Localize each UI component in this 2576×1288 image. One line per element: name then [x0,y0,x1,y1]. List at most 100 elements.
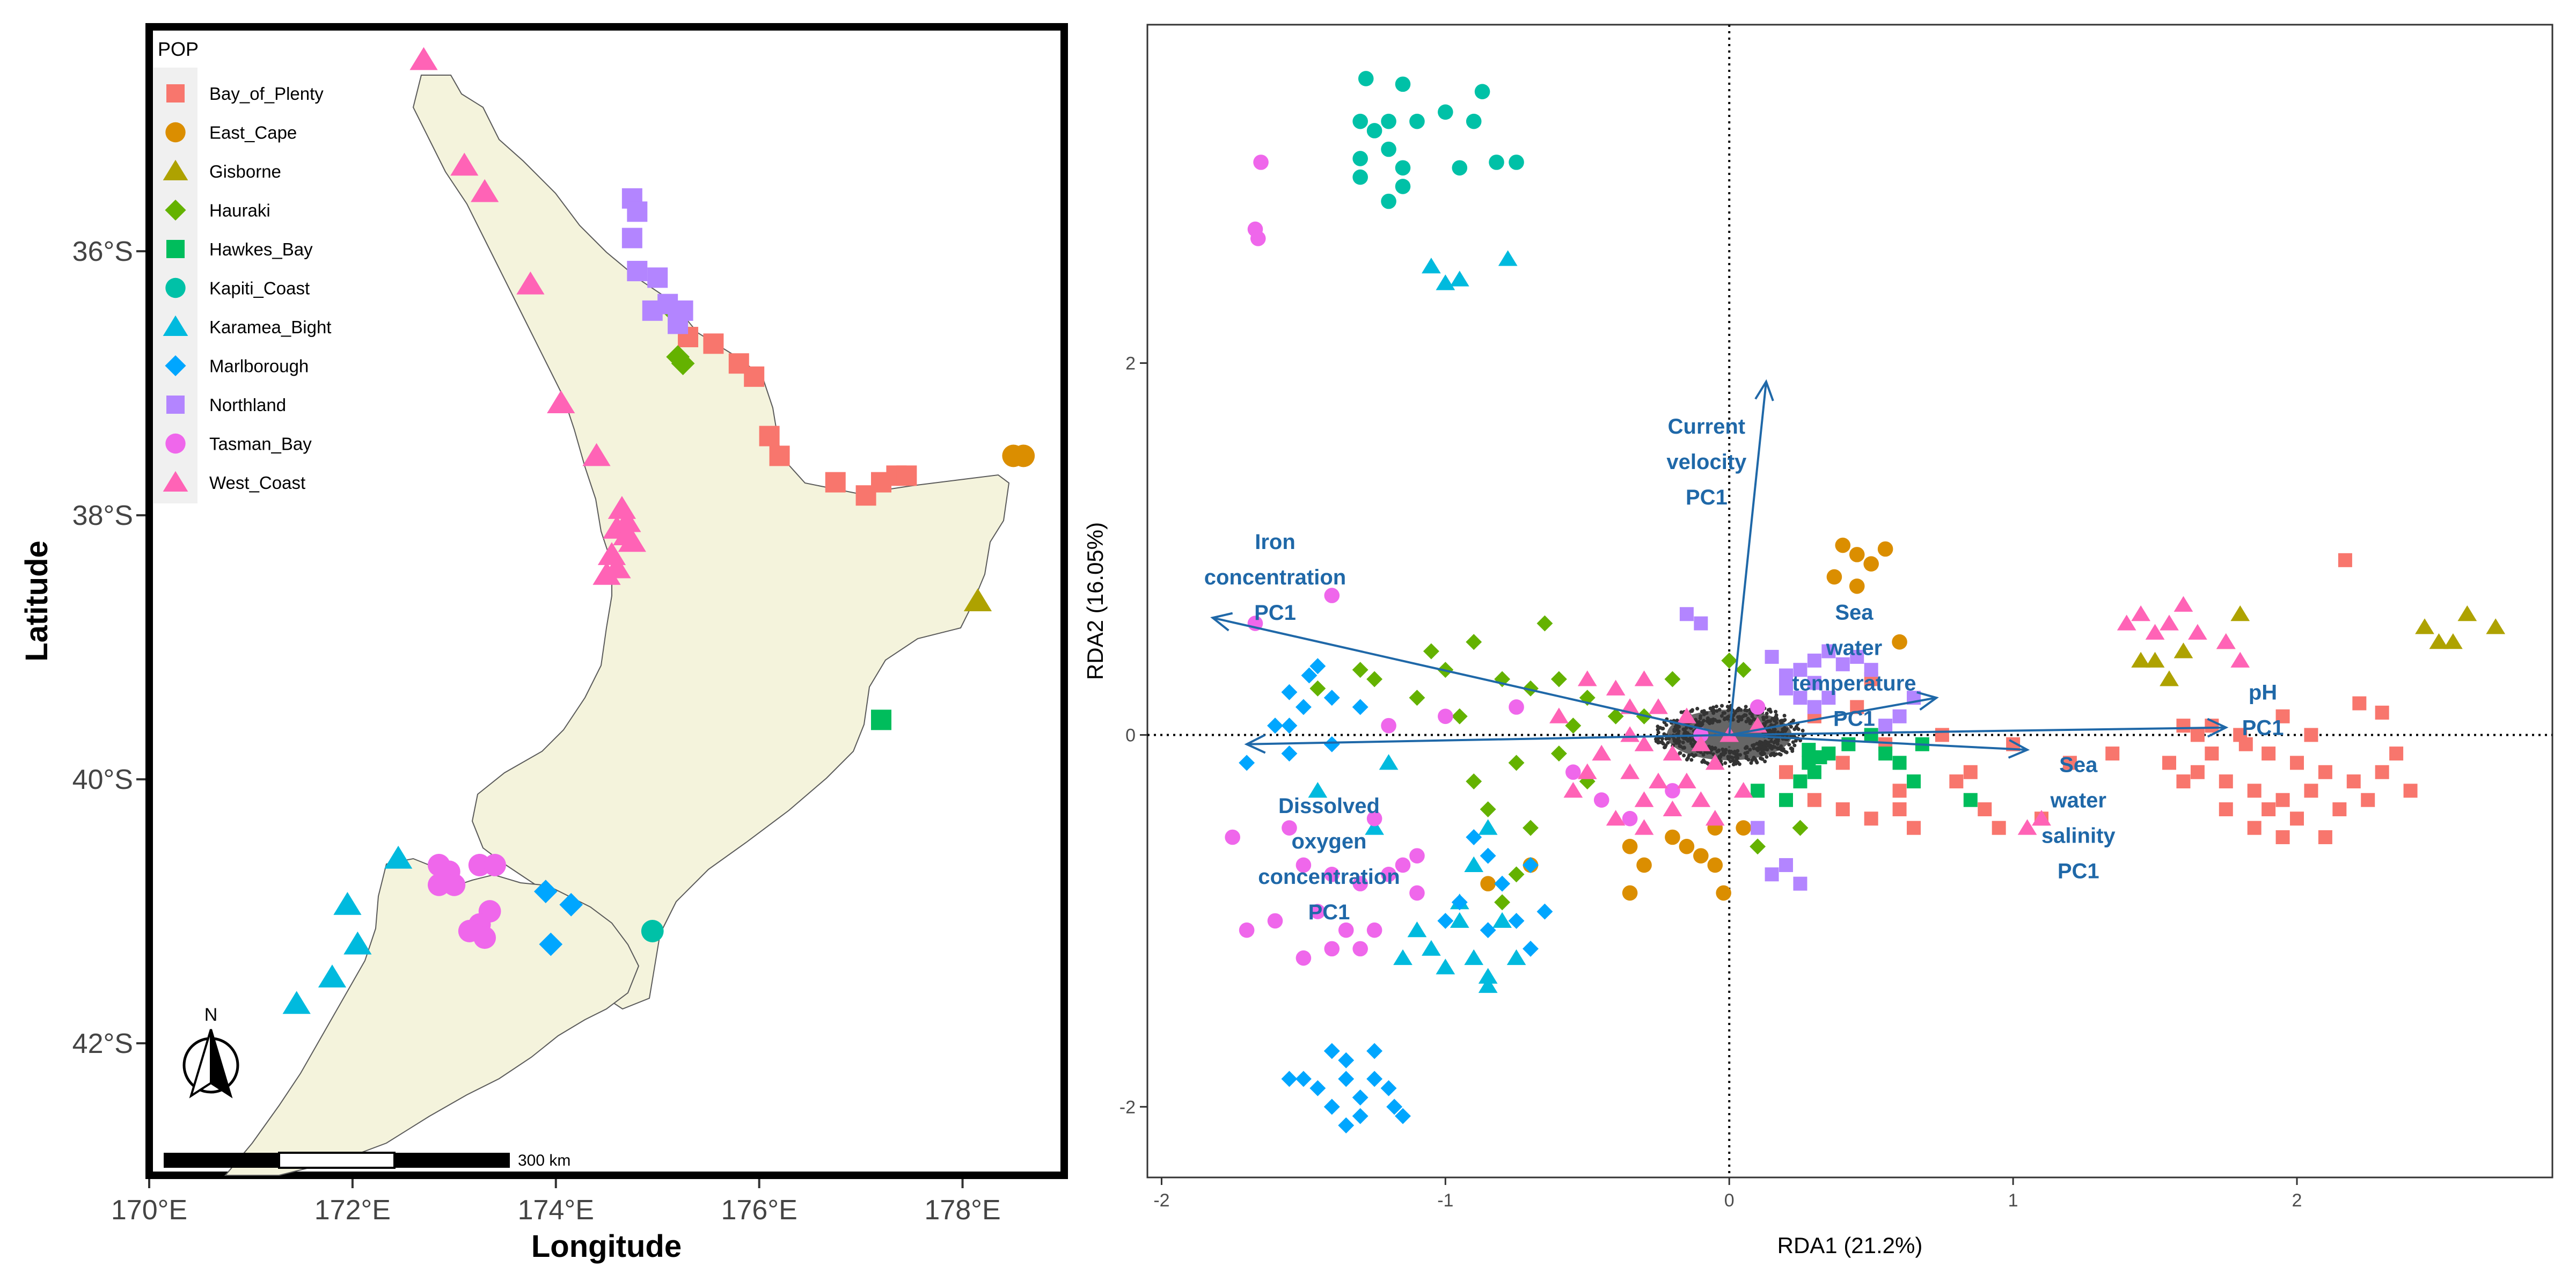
rda-point-west-coast [1606,679,1626,696]
rda-locus-dot [1773,739,1777,743]
rda-locus-dot [1729,759,1733,764]
rda-locus-dot [1769,723,1773,727]
rda-point-kapiti-coast [1381,113,1396,129]
rda-point-northland [1835,657,1850,671]
rda-locus-dot [1675,718,1679,722]
rda-point-hauraki [1508,755,1525,771]
rda-point-marlborough [1239,755,1255,771]
rda-x-tick-label: -1 [1437,1190,1453,1211]
rda-point-marlborough [1437,912,1454,929]
map-point-west-coast [450,152,479,176]
rda-x-tick-label: 2 [2292,1190,2302,1211]
rda-point-bay-of-plenty [2062,756,2077,770]
rda-point-northland [1751,821,1765,835]
rda-locus-dot [1713,747,1717,751]
rda-x-axis-title: RDA1 (21.2%) [1777,1233,1923,1258]
scale-bar-segment-2 [278,1152,396,1169]
map-y-tick-label: 42°S [72,1028,133,1059]
rda-point-hawkes-bay [1878,747,1893,761]
rda-locus-dot [1689,709,1693,713]
rda-point-karamea-bight [1478,968,1498,984]
map-point-bay-of-plenty [896,465,917,486]
rda-locus-dot [1781,747,1785,751]
rda-point-kapiti-coast [1474,84,1490,100]
rda-locus-dot [1682,736,1686,741]
map-points [282,47,1035,1014]
rda-locus-dot [1789,724,1794,729]
rda-point-bay-of-plenty [2318,765,2332,779]
rda-locus-dot [1738,753,1743,757]
rda-locus-dot [1722,717,1726,721]
rda-point-hawkes-bay [1779,793,1793,807]
map-point-tasman-bay [458,920,481,942]
rda-point-marlborough [1480,847,1496,864]
rda-locus-dot [1782,726,1787,730]
rda-point-karamea-bight [1422,258,1441,274]
rda-point-kapiti-coast [1438,104,1453,120]
scale-bar: 300 km [164,1152,570,1169]
rda-point-northland [1878,719,1893,733]
rda-point-bay-of-plenty [2275,709,2290,723]
rda-locus-dot [1711,705,1715,709]
rda-locus-dot [1723,711,1727,715]
legend-title: POP [158,38,199,60]
rda-point-hauraki [1523,819,1539,836]
rda-point-tasman-bay [1239,922,1255,938]
rda-locus-dot [1723,761,1728,765]
rda-locus-dot [1766,741,1770,745]
map-point-karamea-bight [343,931,372,955]
rda-locus-dot [1721,750,1725,754]
rda-point-marlborough [1295,1071,1312,1087]
rda-point-marlborough [1309,1080,1326,1096]
rda-point-bay-of-plenty [2247,784,2262,798]
rda-point-gisborne [2415,618,2434,634]
rda-locus-dot [1681,746,1685,750]
rda-point-gisborne [2429,633,2449,649]
rda-point-marlborough [1309,658,1326,675]
legend-label-west-coast: West_Coast [209,473,305,493]
rda-point-west-coast [1634,670,1654,686]
rda-point-east-cape [1622,885,1638,901]
rda-point-northland [1779,858,1793,872]
scale-bar-segment-1 [164,1153,279,1168]
rda-locus-dot [1698,716,1702,720]
rda-point-bay-of-plenty [2332,802,2347,817]
map-panel: 170°E 172°E 174°E 176°E 178°E 36°S 38°S 40°S 42… [19,23,1068,1264]
rda-point-marlborough [1338,1117,1355,1133]
rda-point-bay-of-plenty [2275,793,2290,807]
rda-locus-dot [1754,759,1758,763]
rda-point-tasman-bay [1593,792,1609,808]
rda-locus-dot [1682,753,1686,758]
rda-point-west-coast [2131,605,2150,621]
rda-point-karamea-bight [1492,912,1512,928]
map-legend: POP Bay_of_Plenty East_Cape Gisborne Haurak… [153,38,331,503]
legend-key-bay-of-plenty [166,84,185,103]
rda-locus-dot [1774,709,1778,714]
rda-locus-dot [1710,721,1715,725]
rda-locus-dot [1688,739,1693,743]
rda-locus-dot [1782,719,1786,723]
rda-point-bay-of-plenty [1949,774,1964,789]
rda-locus-dot [1666,741,1670,745]
rda-point-west-coast [1649,772,1668,789]
rda-arrow-label-sea-water-temperature-pc1: Sea water temperature PC1 [1792,601,1916,731]
rda-arrowhead-iron-concentration-pc1 [1210,612,1233,632]
rda-point-west-coast [1705,810,1725,826]
map-y-tick-label: 40°S [72,764,133,795]
rda-point-marlborough [1466,829,1482,845]
rda-point-west-coast [2230,652,2250,668]
rda-locus-dot [1743,751,1747,756]
rda-point-east-cape [1849,547,1865,562]
map-point-bay-of-plenty [769,445,790,466]
rda-point-hauraki [1451,708,1468,724]
rda-point-tasman-bay [1565,764,1581,780]
legend-label-karamea-bight: Karamea_Bight [209,317,331,337]
rda-locus-dot [1662,732,1666,736]
rda-locus-dot [1769,709,1773,714]
rda-point-gisborne [2131,652,2150,668]
rda-point-tasman-bay [1622,811,1638,826]
map-point-east-cape [1012,444,1035,467]
rda-point-northland [1807,653,1821,668]
rda-point-northland [1850,649,1864,664]
rda-point-northland [1779,681,1793,696]
